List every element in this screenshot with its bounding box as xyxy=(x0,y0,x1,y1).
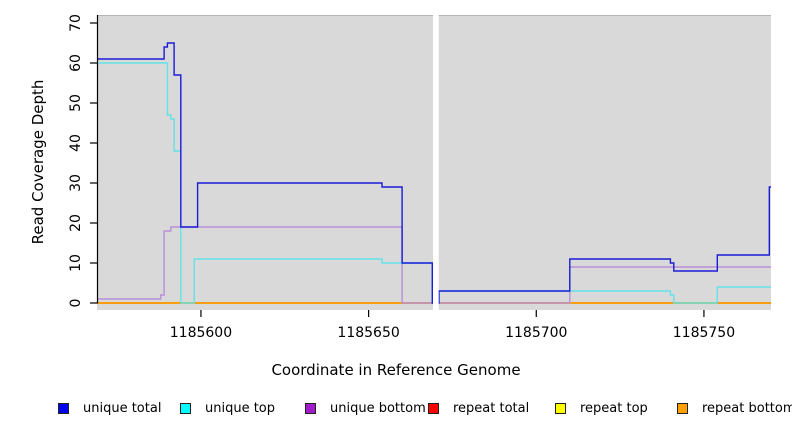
y-tick-label: 10 xyxy=(68,254,84,272)
y-tick-label: 50 xyxy=(68,94,84,112)
coverage-gap-mask xyxy=(432,14,439,311)
series-line-unique-top xyxy=(97,62,771,304)
x-tick-label: 1185650 xyxy=(337,325,399,341)
y-tick-label: 70 xyxy=(68,14,84,32)
y-axis-title: Read Coverage Depth xyxy=(29,79,47,245)
series-line-unique-total xyxy=(97,42,771,304)
y-tick-label: 30 xyxy=(68,174,84,192)
y-tick-label: 0 xyxy=(68,299,84,308)
y-tick-label: 60 xyxy=(68,54,84,72)
x-tick-label: 1185600 xyxy=(170,325,232,341)
x-tick-label: 1185750 xyxy=(673,325,735,341)
series-line-unique-bottom xyxy=(97,226,771,304)
x-axis-title: Coordinate in Reference Genome xyxy=(271,361,521,379)
x-tick-label: 1185700 xyxy=(505,325,567,341)
y-tick-label: 20 xyxy=(68,214,84,232)
y-tick-label: 40 xyxy=(68,134,84,152)
